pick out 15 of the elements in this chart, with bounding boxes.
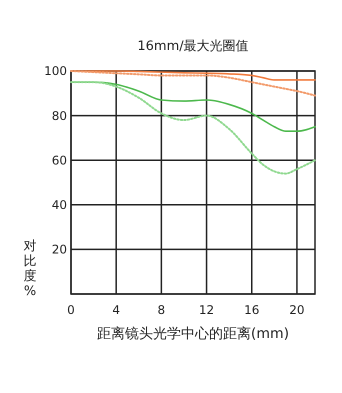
y-axis-title: 对比度% [24,239,36,299]
x-tick-label: 20 [289,303,305,317]
x-axis-title: 距离镜头光学中心的距离(mm) [96,326,290,342]
y-tick-label: 80 [52,108,67,123]
line-series [70,81,316,175]
y-tick-label: 20 [52,242,67,257]
y-tick-label: 60 [52,153,67,168]
y-tick-label: 40 [52,198,67,212]
x-tick-label: 0 [67,303,75,317]
chart-title: 16mm/最大光圈值 [137,39,249,54]
x-tick-label: 12 [198,303,214,317]
x-tick-label: 16 [244,303,260,317]
x-tick-label: 8 [158,303,166,317]
x-tick-label: 4 [112,303,120,317]
y-tick-label: 100 [44,64,67,78]
